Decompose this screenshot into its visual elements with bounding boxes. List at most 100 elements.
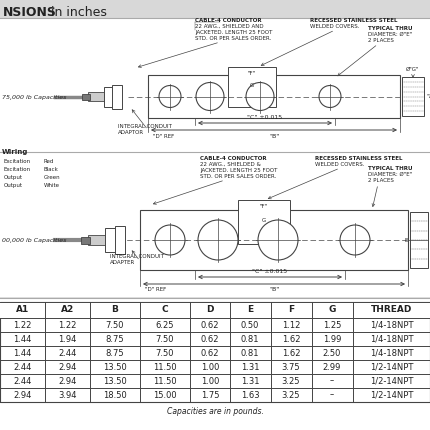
FancyBboxPatch shape: [238, 200, 290, 244]
Text: CABLE-4 CONDUCTOR: CABLE-4 CONDUCTOR: [200, 156, 267, 161]
Text: 00,000 lb Capacities: 00,000 lb Capacities: [2, 238, 66, 243]
Text: 11.50: 11.50: [153, 377, 176, 386]
Text: DIAMETER: Ø"E": DIAMETER: Ø"E": [368, 32, 412, 37]
Text: 2.94: 2.94: [13, 390, 32, 399]
Text: 22 AWG., SHIELDED &: 22 AWG., SHIELDED &: [200, 162, 261, 167]
FancyBboxPatch shape: [0, 302, 430, 402]
FancyBboxPatch shape: [104, 86, 114, 107]
Text: 2.94: 2.94: [58, 362, 77, 372]
Text: 2 PLACES: 2 PLACES: [368, 38, 394, 43]
Text: "C" ±0.015: "C" ±0.015: [252, 269, 288, 274]
Text: Output: Output: [4, 175, 23, 180]
Text: RECESSED STAINLESS STEEL: RECESSED STAINLESS STEEL: [315, 156, 402, 161]
Text: 0.62: 0.62: [201, 335, 219, 344]
Text: 2.44: 2.44: [58, 348, 77, 357]
Text: Black: Black: [44, 167, 59, 172]
Circle shape: [159, 86, 181, 108]
Text: D: D: [206, 305, 214, 314]
Text: E: E: [405, 238, 408, 243]
Circle shape: [340, 225, 370, 255]
Text: JACKETED. LENGTH 25 FOOT: JACKETED. LENGTH 25 FOOT: [200, 168, 277, 173]
Text: "D" REF: "D" REF: [145, 287, 166, 292]
FancyBboxPatch shape: [410, 212, 428, 268]
Text: 2.99: 2.99: [323, 362, 341, 372]
Text: 1/2-14NPT: 1/2-14NPT: [370, 362, 413, 372]
Text: "D" REF: "D" REF: [153, 134, 174, 139]
Circle shape: [196, 83, 224, 111]
Text: 3.75: 3.75: [282, 362, 300, 372]
Text: 1/4-18NPT: 1/4-18NPT: [370, 335, 413, 344]
Text: 1/2-14NPT: 1/2-14NPT: [370, 390, 413, 399]
Text: 0.50: 0.50: [241, 320, 259, 329]
Text: 1/4-18NPT: 1/4-18NPT: [370, 320, 413, 329]
Text: 15.00: 15.00: [153, 390, 176, 399]
Text: G: G: [262, 218, 266, 223]
Text: JACKETED. LENGTH 25 FOOT: JACKETED. LENGTH 25 FOOT: [195, 30, 272, 35]
Text: 1.00: 1.00: [201, 362, 219, 372]
Text: ADAPTOR: ADAPTOR: [118, 130, 144, 135]
Text: G: G: [250, 83, 254, 88]
FancyBboxPatch shape: [81, 237, 90, 243]
Text: F: F: [288, 305, 294, 314]
Text: 75,000 lb Capacities: 75,000 lb Capacities: [2, 95, 66, 99]
Text: 0.62: 0.62: [201, 348, 219, 357]
Text: in inches: in inches: [47, 6, 107, 19]
Text: Ø"G": Ø"G": [406, 67, 420, 72]
Text: INTEGRAL CONDUIT: INTEGRAL CONDUIT: [110, 254, 164, 259]
FancyBboxPatch shape: [88, 235, 108, 245]
Text: C: C: [161, 305, 168, 314]
Text: 0.81: 0.81: [241, 348, 259, 357]
Text: 1.31: 1.31: [241, 362, 259, 372]
Text: 11.50: 11.50: [153, 362, 176, 372]
Text: CABLE-4 CONDUCTOR: CABLE-4 CONDUCTOR: [195, 18, 261, 23]
Text: Excitation: Excitation: [4, 167, 31, 172]
Text: 13.50: 13.50: [103, 377, 126, 386]
Text: 3.25: 3.25: [282, 377, 300, 386]
Circle shape: [246, 83, 274, 111]
Text: 1.44: 1.44: [13, 335, 32, 344]
Text: 0.62: 0.62: [201, 320, 219, 329]
Text: White: White: [44, 183, 60, 188]
Text: TYPICAL THRU: TYPICAL THRU: [368, 26, 412, 31]
Text: 1.12: 1.12: [282, 320, 300, 329]
Text: 13.50: 13.50: [103, 362, 126, 372]
Text: 1.99: 1.99: [323, 335, 341, 344]
Text: 1.75: 1.75: [201, 390, 219, 399]
Text: Capacities are in pounds.: Capacities are in pounds.: [166, 406, 264, 415]
Text: TYPICAL THRU: TYPICAL THRU: [368, 166, 412, 171]
Circle shape: [258, 220, 298, 260]
Text: 7.50: 7.50: [155, 348, 174, 357]
Text: Red: Red: [44, 159, 54, 164]
Circle shape: [319, 86, 341, 108]
Text: Green: Green: [44, 175, 61, 180]
Text: Output: Output: [4, 183, 23, 188]
Text: "A1: "A1: [426, 94, 430, 99]
Text: INTEGRAL CONDUIT: INTEGRAL CONDUIT: [118, 124, 172, 129]
Text: 1.62: 1.62: [282, 348, 300, 357]
Text: "B": "B": [269, 287, 279, 292]
Text: STD. OR PER SALES ORDER.: STD. OR PER SALES ORDER.: [195, 36, 271, 41]
Text: 1/2-14NPT: 1/2-14NPT: [370, 377, 413, 386]
Text: Wiring: Wiring: [2, 149, 28, 155]
Text: 3.25: 3.25: [282, 390, 300, 399]
Text: WELDED COVERS.: WELDED COVERS.: [315, 162, 365, 167]
Text: –: –: [330, 377, 334, 386]
Text: 2.44: 2.44: [13, 377, 32, 386]
FancyBboxPatch shape: [148, 75, 400, 118]
Text: G: G: [329, 305, 336, 314]
FancyBboxPatch shape: [88, 92, 106, 101]
FancyBboxPatch shape: [228, 67, 276, 107]
Text: 1/4-18NPT: 1/4-18NPT: [370, 348, 413, 357]
Text: 1.94: 1.94: [58, 335, 77, 344]
Text: WELDED COVERS.: WELDED COVERS.: [310, 24, 359, 29]
Text: 1.63: 1.63: [241, 390, 259, 399]
Text: A2: A2: [61, 305, 74, 314]
FancyBboxPatch shape: [112, 85, 122, 108]
Text: 1.44: 1.44: [13, 348, 32, 357]
FancyBboxPatch shape: [140, 210, 408, 270]
Text: 7.50: 7.50: [155, 335, 174, 344]
FancyBboxPatch shape: [0, 298, 430, 430]
Text: "B": "B": [269, 134, 279, 139]
Text: ADAPTER: ADAPTER: [110, 260, 135, 265]
Text: "F": "F": [260, 204, 268, 209]
